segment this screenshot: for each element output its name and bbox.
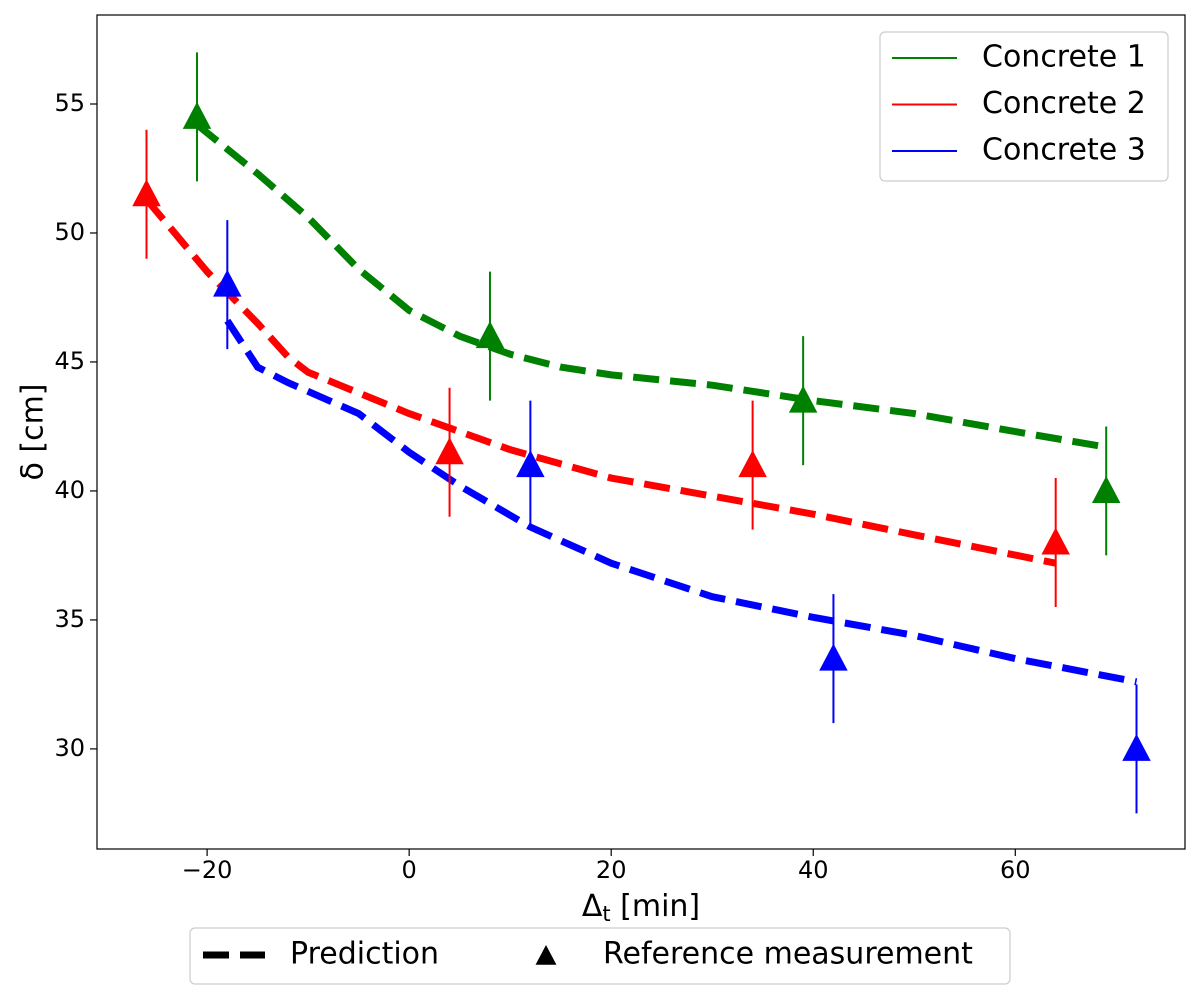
reference-marker <box>213 269 242 297</box>
legend-label: Concrete 1 <box>982 40 1146 75</box>
reference-marker <box>1091 475 1121 503</box>
plot-frame <box>96 14 1186 850</box>
x-tick-label: −20 <box>182 856 233 884</box>
y-axis-label: δ [cm] <box>16 383 51 480</box>
reference-marker <box>1122 733 1151 761</box>
legend-box <box>879 31 1169 182</box>
prediction-line <box>224 318 1138 686</box>
reference-marker <box>132 179 161 207</box>
x-label-rest: [min] <box>611 889 701 924</box>
prediction-line <box>194 121 1107 451</box>
prediction-line <box>143 197 1057 567</box>
x-label-sub: t <box>602 902 610 926</box>
bottom-legend-label: Prediction <box>290 937 439 972</box>
legend-label: Concrete 3 <box>982 133 1146 168</box>
y-tick-label: 30 <box>54 734 85 762</box>
reference-marker <box>1041 527 1070 555</box>
reference-marker <box>516 450 545 478</box>
reference-marker <box>182 101 212 129</box>
x-tick-label: 0 <box>402 856 417 884</box>
x-axis-label: Δt [min] <box>582 889 700 927</box>
bottom-legend-box <box>189 927 1011 985</box>
y-tick-label: 55 <box>54 89 85 117</box>
y-tick-label: 45 <box>54 347 85 375</box>
x-tick-label: 40 <box>798 856 829 884</box>
y-tick-label: 50 <box>54 218 85 246</box>
reference-marker <box>738 450 767 478</box>
bottom-legend-label: Reference measurement <box>603 937 973 972</box>
x-tick-label: 60 <box>1000 856 1031 884</box>
y-tick-label: 40 <box>54 476 85 504</box>
reference-marker <box>475 321 505 349</box>
x-tick-label: 20 <box>596 856 627 884</box>
x-label-main: Δ <box>582 889 603 924</box>
y-tick-label: 35 <box>54 605 85 633</box>
reference-marker <box>435 437 464 465</box>
legend-label: Concrete 2 <box>982 86 1146 121</box>
bottom-legend-marker <box>535 945 557 965</box>
reference-marker <box>819 643 848 671</box>
reference-marker <box>788 385 818 413</box>
